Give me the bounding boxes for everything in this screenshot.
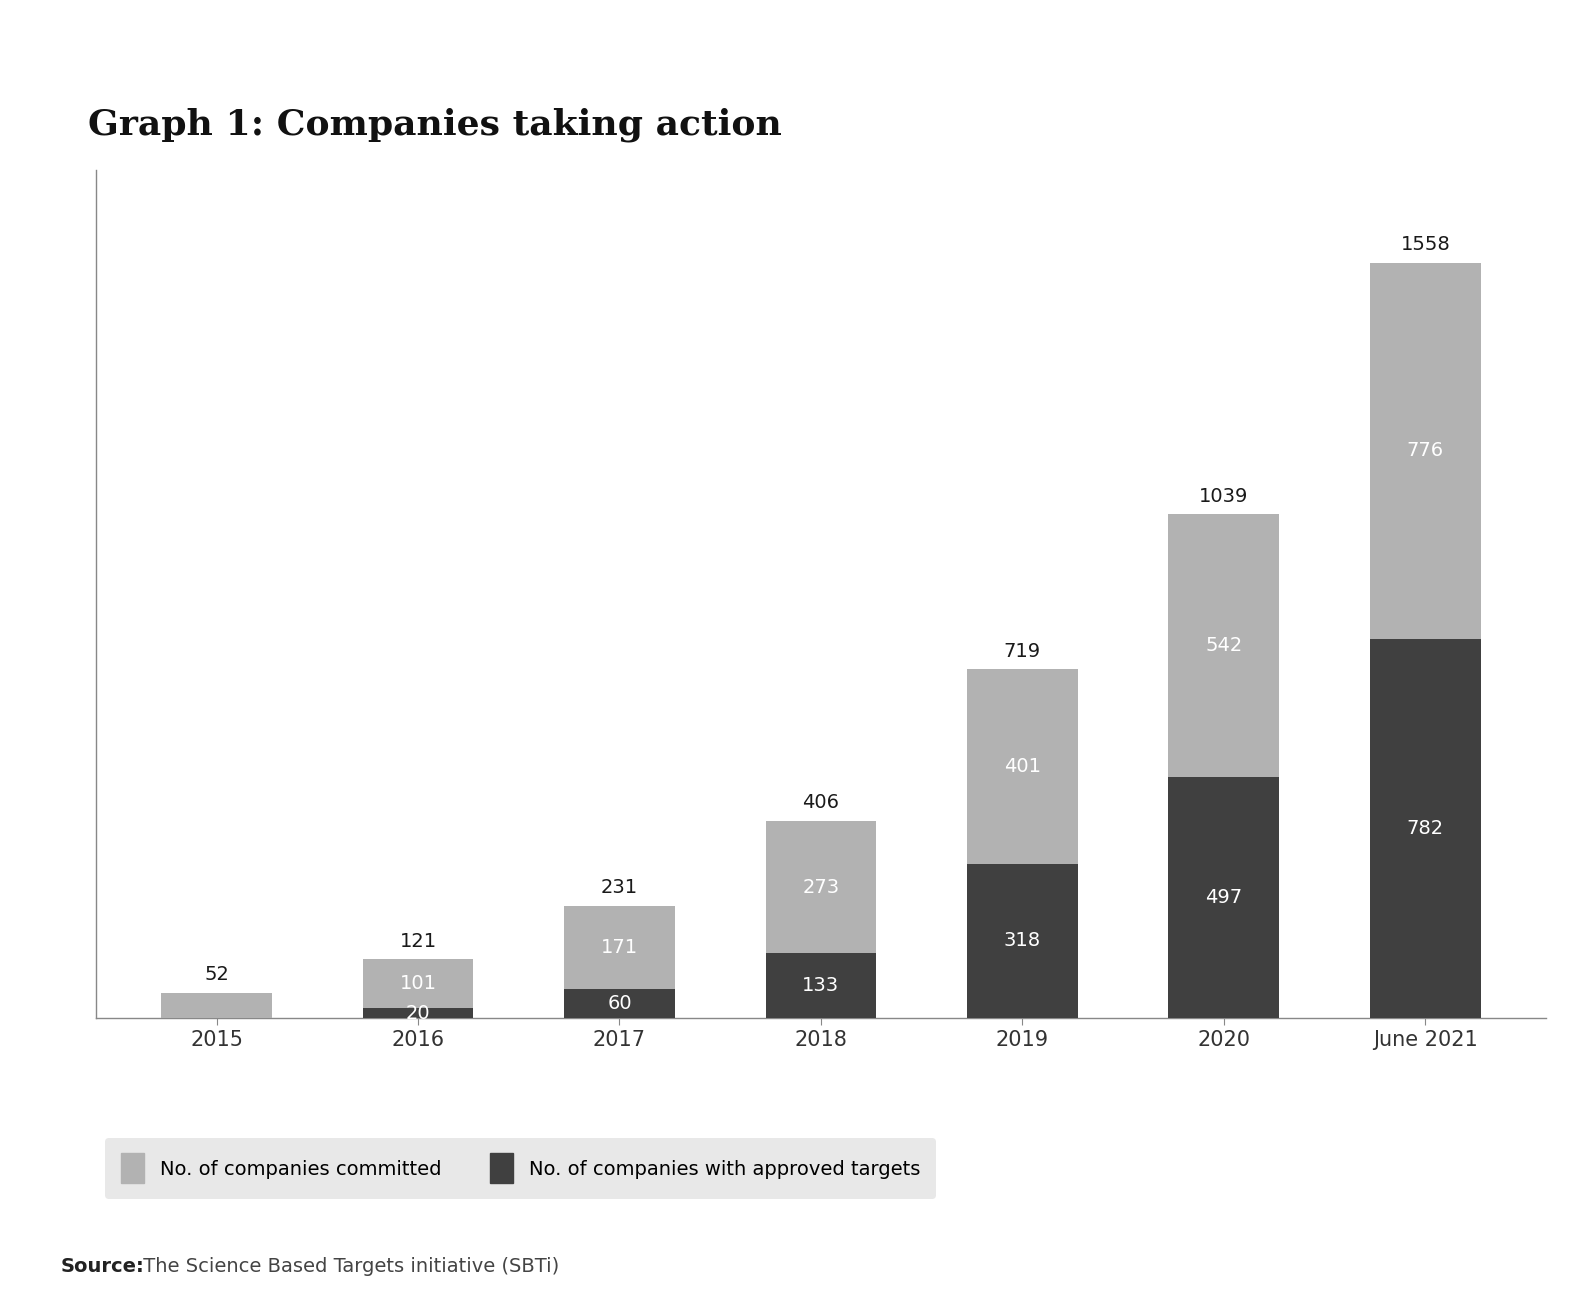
Text: 273: 273 xyxy=(802,878,840,897)
Text: 782: 782 xyxy=(1408,818,1444,838)
Bar xyxy=(968,669,1078,864)
Text: 121: 121 xyxy=(400,932,437,950)
Text: 406: 406 xyxy=(802,793,840,813)
Text: 101: 101 xyxy=(400,975,437,993)
Bar xyxy=(362,1009,473,1018)
Bar xyxy=(161,993,273,1018)
Text: Graph 1: Companies taking action: Graph 1: Companies taking action xyxy=(88,108,783,142)
Text: 1039: 1039 xyxy=(1199,487,1248,505)
Legend: No. of companies committed, No. of companies with approved targets: No. of companies committed, No. of compa… xyxy=(105,1138,936,1199)
Bar xyxy=(968,864,1078,1018)
Bar xyxy=(1168,776,1280,1018)
Text: 401: 401 xyxy=(1004,757,1041,776)
Bar xyxy=(765,821,877,954)
Text: 171: 171 xyxy=(601,938,638,957)
Text: 20: 20 xyxy=(405,1004,430,1023)
Bar xyxy=(765,954,877,1018)
Text: 776: 776 xyxy=(1408,441,1444,461)
Bar xyxy=(564,906,674,989)
Bar xyxy=(1168,514,1280,776)
Text: 52: 52 xyxy=(204,964,230,984)
Text: 497: 497 xyxy=(1205,887,1242,907)
Bar xyxy=(362,959,473,1009)
Bar xyxy=(1369,639,1481,1018)
Text: 318: 318 xyxy=(1004,932,1041,950)
Text: 719: 719 xyxy=(1004,642,1041,660)
Bar xyxy=(564,989,674,1018)
Text: 133: 133 xyxy=(802,976,840,996)
Text: 60: 60 xyxy=(607,994,631,1013)
Bar xyxy=(1369,262,1481,639)
Text: 231: 231 xyxy=(601,878,638,898)
Text: 1558: 1558 xyxy=(1401,235,1451,254)
Text: Source:: Source: xyxy=(61,1258,145,1276)
Text: The Science Based Targets initiative (SBTi): The Science Based Targets initiative (SB… xyxy=(137,1258,559,1276)
Text: 542: 542 xyxy=(1205,636,1242,655)
